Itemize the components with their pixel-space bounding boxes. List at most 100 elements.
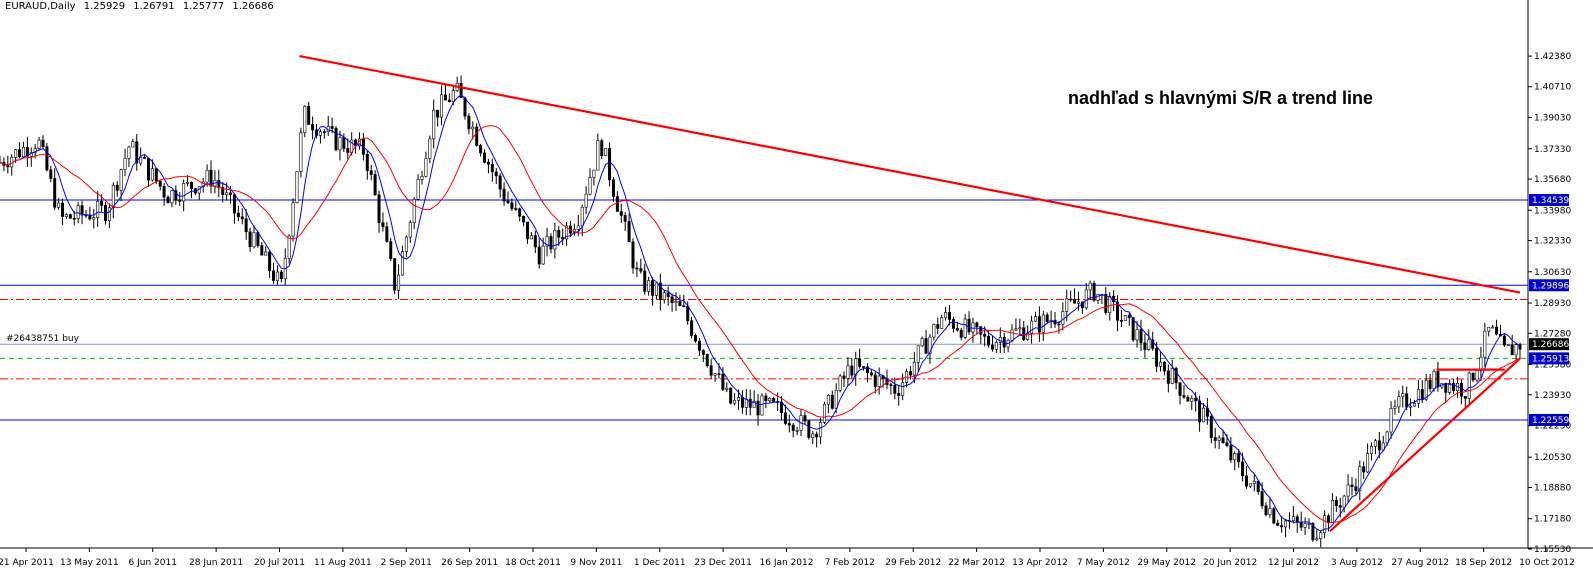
price-tick-label: 1.40710 <box>1534 83 1571 93</box>
high-value: 1.26791 <box>133 1 175 12</box>
symbol-label: EURAUD,Daily <box>5 1 76 12</box>
candle-body <box>322 131 326 134</box>
time-tick-label: 2 Sep 2011 <box>381 558 432 568</box>
candle-body <box>803 415 807 422</box>
candles-layer <box>0 75 1522 548</box>
time-tick-label: 7 May 2012 <box>1077 558 1130 568</box>
candle-body <box>14 149 18 158</box>
price-axis: 1.42380 1.40710 1.39030 1.37330 1.35680 1.339… <box>1528 52 1571 555</box>
candle-body <box>1084 289 1088 309</box>
candle-body <box>420 176 424 180</box>
candle-body <box>850 365 854 376</box>
candle-body <box>107 207 111 221</box>
candle-body <box>912 361 916 376</box>
candle-body <box>365 153 369 171</box>
candle-body <box>385 226 389 242</box>
candle-body <box>92 217 96 220</box>
candle-body <box>96 201 100 218</box>
price-badge <box>1529 194 1569 207</box>
candle-body <box>643 270 647 292</box>
time-tick-label: 21 Apr 2011 <box>0 558 54 568</box>
candle-body <box>41 139 45 148</box>
candle-body <box>170 190 174 204</box>
order-label[interactable]: #26438751 buy <box>6 334 79 344</box>
candle-body <box>1412 402 1416 407</box>
price-tick-label: 1.28930 <box>1534 299 1571 309</box>
candle-body <box>428 138 432 159</box>
candle-body <box>475 126 479 146</box>
price-tick-label: 1.33980 <box>1534 206 1571 216</box>
candle-body <box>264 251 268 256</box>
time-tick-label: 3 Aug 2012 <box>1331 558 1383 568</box>
candle-body <box>318 131 322 136</box>
candle-body <box>662 292 666 300</box>
candle-body <box>1057 323 1061 326</box>
candle-body <box>443 94 447 101</box>
candle-body <box>1241 461 1245 477</box>
candle-body <box>244 218 248 233</box>
candle-body <box>189 181 193 189</box>
candle-body <box>654 282 658 296</box>
candle-body <box>346 148 350 153</box>
candle-body <box>537 246 541 265</box>
candle-body <box>217 179 221 188</box>
candle-body <box>1018 327 1022 330</box>
candle-body <box>615 196 619 212</box>
candle-body <box>459 82 463 99</box>
candle-body <box>928 336 932 354</box>
price-tick-label: 1.32330 <box>1534 237 1571 247</box>
candle-body <box>1233 453 1237 461</box>
candle-body <box>533 235 537 248</box>
candle-body <box>1030 320 1034 334</box>
candle-body <box>166 196 170 204</box>
candle-body <box>72 217 76 220</box>
candle-body <box>987 335 991 346</box>
candle-body <box>686 305 690 322</box>
candle-body <box>924 338 928 354</box>
candle-body <box>1401 393 1405 397</box>
candle-body <box>951 319 955 329</box>
candle-body <box>33 148 37 153</box>
candle-body <box>1280 525 1284 528</box>
candle-body <box>545 236 549 247</box>
candle-body <box>37 139 41 149</box>
time-axis: 21 Apr 2011 13 May 2011 6 Jun 2011 28 Jun 2… <box>0 548 1575 568</box>
candle-body <box>932 324 936 338</box>
candle-body <box>838 375 842 391</box>
time-tick-label: 9 Nov 2011 <box>570 558 622 568</box>
candle-body <box>502 188 506 202</box>
candle-body <box>1459 383 1463 397</box>
candle-body <box>584 193 588 208</box>
candle-body <box>1061 311 1065 325</box>
candle-body <box>45 146 49 171</box>
candle-body <box>1362 466 1366 473</box>
candle-body <box>592 169 596 178</box>
candle-body <box>608 148 612 181</box>
candle-body <box>18 149 22 157</box>
candle-body <box>1284 520 1288 528</box>
candle-body <box>1135 329 1139 341</box>
candle-body <box>600 140 604 157</box>
candle-body <box>1131 317 1135 341</box>
candle-body <box>627 220 631 243</box>
candle-body <box>463 97 467 117</box>
candle-body <box>975 322 979 327</box>
candle-body <box>100 201 104 206</box>
candle-body <box>381 222 385 227</box>
time-tick-label: 28 Jun 2011 <box>189 558 243 568</box>
candle-body <box>713 373 717 376</box>
candle-body <box>68 214 72 219</box>
price-tick-label: 1.17180 <box>1534 515 1571 525</box>
candle-body <box>1276 522 1280 526</box>
time-tick-label: 13 May 2011 <box>60 558 119 568</box>
candle-body <box>186 181 190 184</box>
candle-body <box>1354 486 1358 491</box>
candle-body <box>830 394 834 409</box>
candle-body <box>901 382 905 396</box>
candle-body <box>1405 393 1409 408</box>
candle-body <box>1471 372 1475 381</box>
candle-body <box>1475 370 1479 381</box>
candle-body <box>162 186 166 198</box>
